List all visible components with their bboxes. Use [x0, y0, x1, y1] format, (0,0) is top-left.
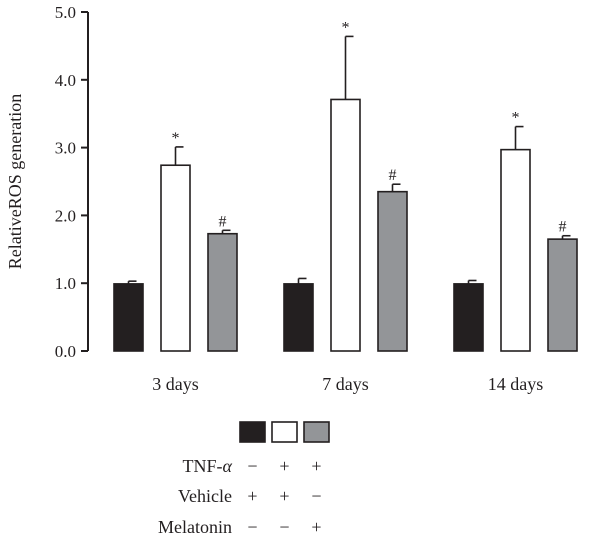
- significance-mark: #: [559, 219, 567, 236]
- legend-sign: +: [247, 486, 257, 506]
- legend-row-label: TNF-α: [183, 456, 233, 476]
- significance-mark: *: [172, 130, 180, 147]
- legend-sign: +: [311, 517, 321, 537]
- x-category-label: 3 days: [152, 374, 199, 394]
- y-tick-label: 0.0: [55, 342, 76, 361]
- legend-sign: +: [311, 456, 321, 476]
- bar-7-days-series-1: [283, 283, 314, 352]
- legend-row-label-text: TNF-: [183, 456, 223, 476]
- legend-row-label-text: Melatonin: [158, 517, 232, 537]
- significance-mark: #: [219, 213, 227, 230]
- bar-7-days-series-2: [330, 98, 361, 352]
- y-tick-label: 3.0: [55, 139, 76, 158]
- bar-14-days-series-2: [500, 148, 531, 352]
- bar-3-days-series-2: [160, 164, 191, 352]
- legend-sign: −: [247, 456, 257, 476]
- legend-swatch-2: [271, 421, 298, 443]
- legend-sign: +: [279, 456, 289, 476]
- x-category-label: 7 days: [322, 374, 369, 394]
- significance-mark: *: [512, 110, 520, 127]
- significance-mark: *: [342, 19, 350, 36]
- legend-sign: −: [247, 517, 257, 537]
- significance-mark: #: [389, 167, 397, 184]
- bar-14-days-series-3: [547, 238, 578, 352]
- y-tick-label: 2.0: [55, 206, 76, 225]
- legend-row-label: Vehicle: [178, 486, 232, 506]
- bar-3-days-series-1: [113, 283, 144, 352]
- legend-row-label: Melatonin: [158, 517, 232, 537]
- legend-swatch-1: [239, 421, 266, 443]
- x-category-label: 14 days: [488, 374, 544, 394]
- y-tick-label: 4.0: [55, 71, 76, 90]
- legend-swatch-3: [303, 421, 330, 443]
- y-tick-label: 1.0: [55, 274, 76, 293]
- legend: TNF-α − + +Vehicle + + −Melatonin − − +: [158, 421, 330, 537]
- bar-14-days-series-1: [453, 283, 484, 352]
- legend-row-label-greek: α: [223, 456, 233, 476]
- axes: 0.0 1.0 2.0 3.0 4.0 5.0 RelativeROS generation…: [5, 3, 543, 394]
- bars: * # * # * #: [113, 19, 578, 352]
- legend-sign: −: [311, 486, 321, 506]
- y-axis-label: RelativeROS generation: [5, 94, 25, 269]
- legend-sign: +: [279, 486, 289, 506]
- legend-row-label-text: Vehicle: [178, 486, 232, 506]
- y-tick-label: 5.0: [55, 3, 76, 22]
- bar-3-days-series-3: [207, 232, 238, 352]
- legend-sign: −: [279, 517, 289, 537]
- bar-7-days-series-3: [377, 190, 408, 352]
